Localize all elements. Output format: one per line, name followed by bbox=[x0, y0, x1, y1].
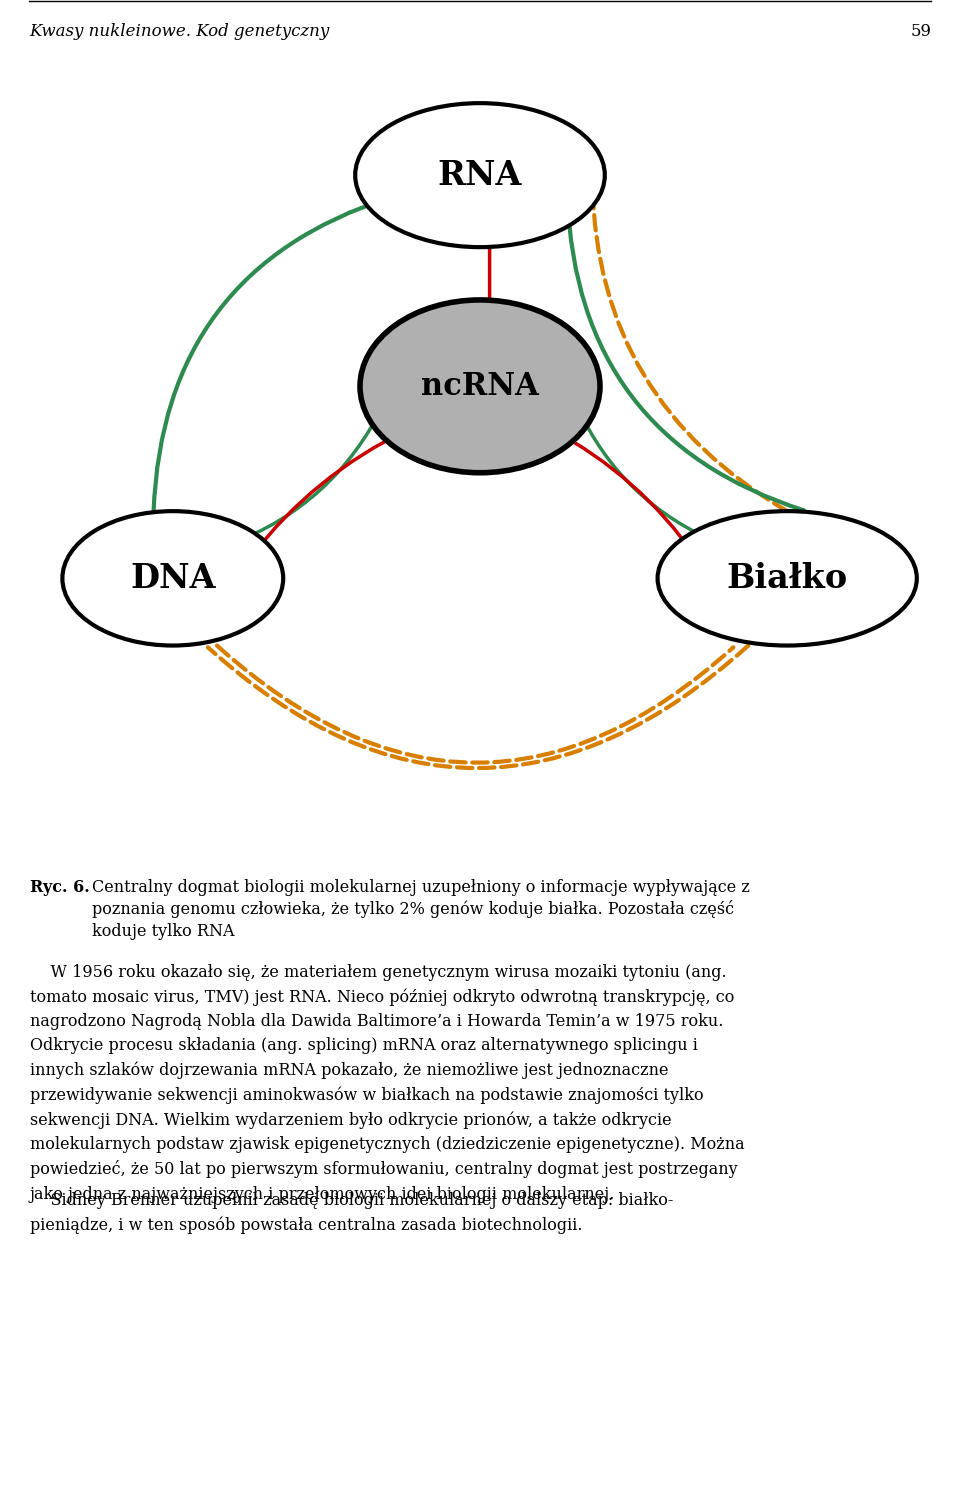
Text: RNA: RNA bbox=[438, 158, 522, 191]
Text: Centralny dogmat biologii molekularnej uzupełniony o informacje wypływające z
po: Centralny dogmat biologii molekularnej u… bbox=[92, 878, 750, 940]
Text: DNA: DNA bbox=[130, 562, 216, 595]
Text: Sidney Brenner uzupełnił zasadę biologii molekularnej o dalszy etap: białko-
pie: Sidney Brenner uzupełnił zasadę biologii… bbox=[30, 1192, 673, 1234]
FancyArrowPatch shape bbox=[252, 430, 408, 556]
FancyArrowPatch shape bbox=[592, 185, 787, 511]
Text: ncRNA: ncRNA bbox=[421, 371, 539, 402]
Ellipse shape bbox=[355, 103, 605, 247]
Text: 59: 59 bbox=[910, 22, 931, 40]
FancyArrowPatch shape bbox=[154, 197, 390, 511]
FancyArrowPatch shape bbox=[217, 645, 733, 762]
FancyArrowPatch shape bbox=[567, 197, 804, 511]
Ellipse shape bbox=[658, 511, 917, 645]
Text: Kwasy nukleinowe. Kod genetyczny: Kwasy nukleinowe. Kod genetyczny bbox=[29, 22, 329, 40]
FancyArrowPatch shape bbox=[552, 430, 695, 556]
Text: W 1956 roku okazało się, że materiałem genetycznym wirusa mozaiki tytoniu (ang.
: W 1956 roku okazało się, że materiałem g… bbox=[30, 964, 745, 1203]
FancyArrowPatch shape bbox=[577, 406, 722, 545]
Ellipse shape bbox=[62, 511, 283, 645]
FancyArrowPatch shape bbox=[230, 403, 384, 544]
FancyArrowPatch shape bbox=[208, 645, 749, 768]
Text: Ryc. 6.: Ryc. 6. bbox=[30, 878, 89, 895]
Ellipse shape bbox=[360, 300, 600, 472]
Text: Białko: Białko bbox=[727, 562, 848, 595]
